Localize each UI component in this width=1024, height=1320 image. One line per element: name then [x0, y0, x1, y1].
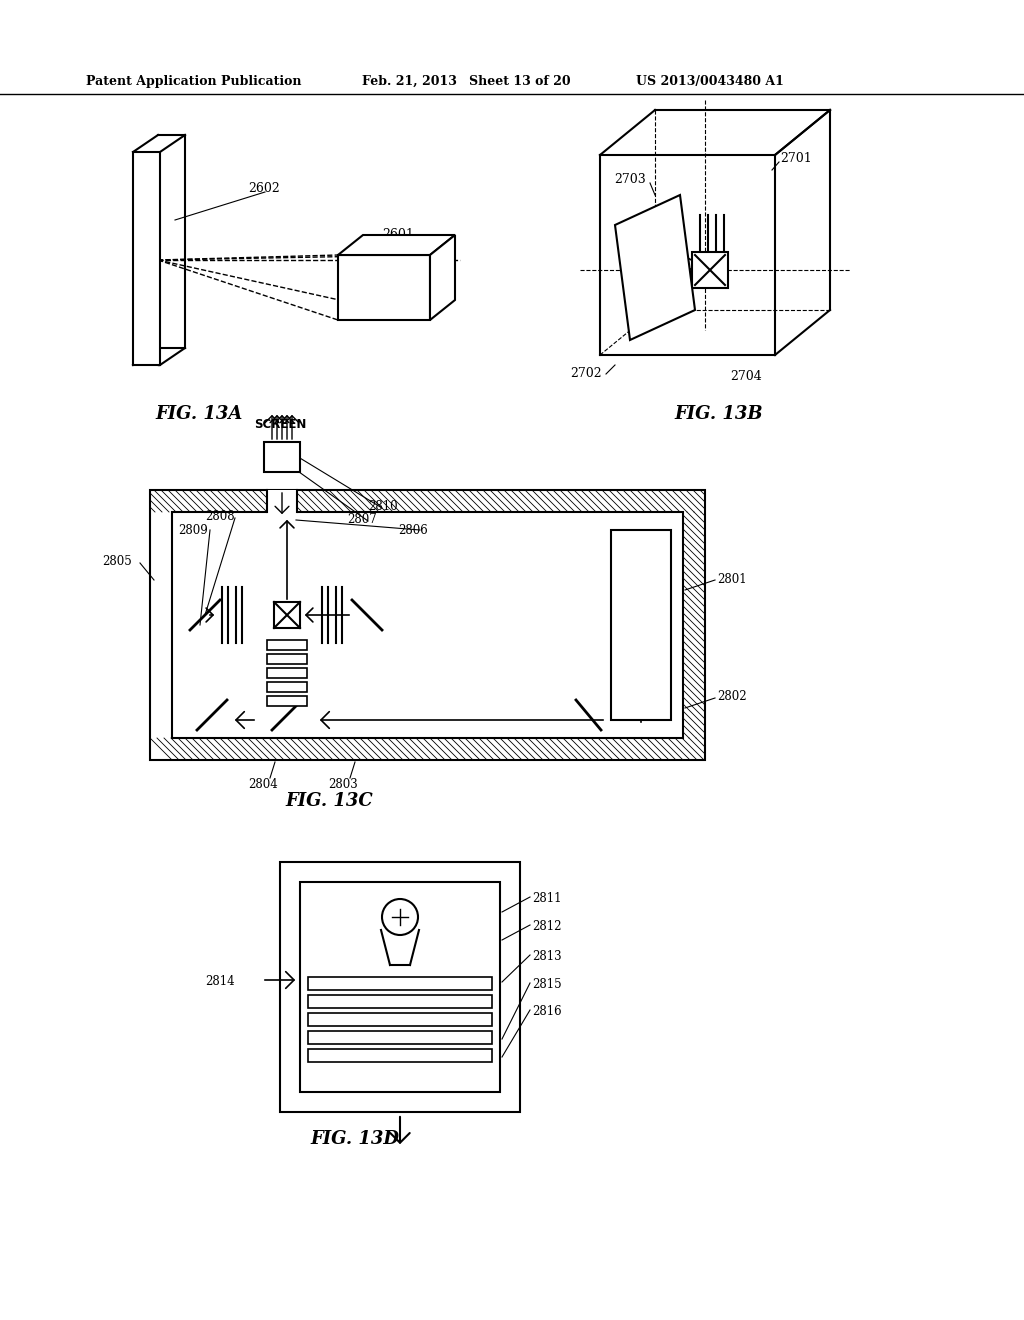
- Bar: [150, 490, 705, 760]
- Text: 2813: 2813: [532, 950, 561, 964]
- Text: Sheet 13 of 20: Sheet 13 of 20: [469, 75, 570, 88]
- Bar: [611, 531, 671, 719]
- Bar: [267, 682, 307, 692]
- Text: 2815: 2815: [532, 978, 561, 991]
- Polygon shape: [338, 235, 455, 255]
- Text: FIG. 13C: FIG. 13C: [285, 792, 373, 810]
- Bar: [172, 512, 683, 738]
- Text: 2704: 2704: [730, 370, 762, 383]
- Bar: [692, 252, 728, 288]
- Text: US 2013/0043480 A1: US 2013/0043480 A1: [636, 75, 784, 88]
- Text: 2602: 2602: [248, 182, 280, 195]
- Bar: [267, 490, 297, 513]
- Text: 2806: 2806: [398, 524, 428, 537]
- Bar: [308, 1012, 492, 1026]
- Text: 2702: 2702: [570, 367, 602, 380]
- Text: 2814: 2814: [205, 975, 234, 987]
- Bar: [267, 640, 307, 649]
- Bar: [308, 995, 492, 1008]
- Bar: [267, 653, 307, 664]
- Text: Feb. 21, 2013: Feb. 21, 2013: [362, 75, 457, 88]
- Text: 2703: 2703: [614, 173, 646, 186]
- Text: 2601: 2601: [382, 228, 414, 242]
- Bar: [267, 696, 307, 706]
- Polygon shape: [338, 255, 430, 319]
- Text: Patent Application Publication: Patent Application Publication: [86, 75, 301, 88]
- Bar: [264, 442, 300, 473]
- Text: 2802: 2802: [717, 690, 746, 704]
- Bar: [308, 977, 492, 990]
- Text: 2803: 2803: [328, 777, 357, 791]
- Text: SCREEN: SCREEN: [254, 418, 306, 432]
- Polygon shape: [133, 152, 160, 366]
- Text: 2810: 2810: [368, 500, 397, 513]
- Text: FIG. 13A: FIG. 13A: [155, 405, 243, 422]
- Bar: [274, 602, 300, 628]
- Text: FIG. 13B: FIG. 13B: [674, 405, 763, 422]
- Polygon shape: [430, 235, 455, 319]
- Text: 2812: 2812: [532, 920, 561, 933]
- Text: 2808: 2808: [205, 510, 234, 523]
- Text: 2811: 2811: [532, 892, 561, 906]
- Polygon shape: [615, 195, 695, 341]
- Bar: [300, 882, 500, 1092]
- Bar: [267, 668, 307, 678]
- Circle shape: [382, 899, 418, 935]
- Text: 2816: 2816: [532, 1005, 561, 1018]
- Bar: [308, 1049, 492, 1063]
- Text: FIG. 13D: FIG. 13D: [310, 1130, 399, 1148]
- Text: 2701: 2701: [780, 152, 812, 165]
- Text: 2809: 2809: [178, 524, 208, 537]
- Bar: [280, 862, 520, 1111]
- Bar: [308, 1031, 492, 1044]
- Text: 2804: 2804: [248, 777, 278, 791]
- Text: 2807: 2807: [347, 513, 377, 525]
- Text: 2805: 2805: [102, 554, 132, 568]
- Text: 2801: 2801: [717, 573, 746, 586]
